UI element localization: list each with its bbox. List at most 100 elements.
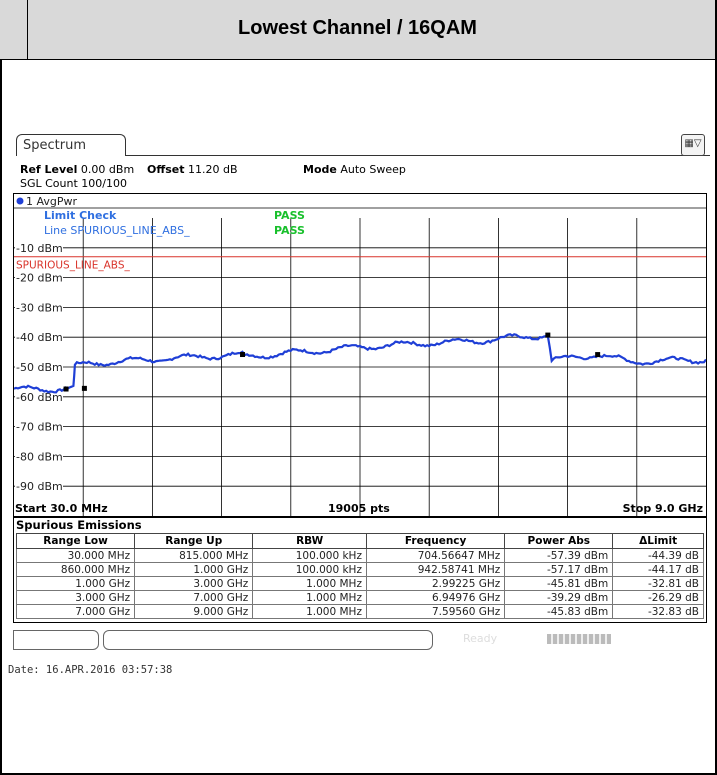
status-box-middle[interactable] xyxy=(103,630,433,650)
column-header: ΔLimit xyxy=(612,533,704,549)
tab-spectrum[interactable]: Spectrum xyxy=(16,134,126,156)
table-cell: 3.000 GHz xyxy=(15,590,136,605)
y-tick-bg xyxy=(15,240,63,254)
points-count: 19005 pts xyxy=(328,502,390,515)
y-tick-bg xyxy=(15,300,63,314)
table-cell: 6.94976 GHz xyxy=(365,590,506,605)
table-cell: 1.000 GHz xyxy=(134,562,254,577)
y-tick-label: -20 dBm xyxy=(16,272,63,285)
table-cell: 2.99225 GHz xyxy=(365,576,506,591)
table-cell: 7.000 GHz xyxy=(15,604,136,619)
column-header: Range Up xyxy=(134,533,254,549)
table-cell: -32.83 dB xyxy=(612,604,704,619)
capture-date: Date: 16.APR.2016 03:57:38 xyxy=(8,664,173,676)
column-header: Frequency xyxy=(365,533,506,549)
y-tick-bg xyxy=(15,449,63,463)
table-cell: 1.000 MHz xyxy=(252,576,367,591)
spurious-table-panel: Spurious Emissions Range Low Range Up RBW F… xyxy=(13,517,707,623)
title-left-cell xyxy=(0,0,28,59)
table-cell: 30.000 MHz xyxy=(15,548,136,563)
peak-marker xyxy=(595,352,601,358)
table-cell: 942.58741 MHz xyxy=(365,562,506,577)
offset-label: Offset xyxy=(147,163,185,176)
table-cell: 1.000 MHz xyxy=(252,590,367,605)
peak-marker xyxy=(240,352,246,358)
limit-line-label: Line SPURIOUS_LINE_ABS_ xyxy=(44,224,190,237)
limit-line-name: SPURIOUS_LINE_ABS_ xyxy=(16,260,130,272)
table-row: 7.000 GHz 9.000 GHz 1.000 MHz 7.59560 GHz -4… xyxy=(15,604,704,619)
trace-indicator-icon xyxy=(16,197,24,205)
ref-level-label: Ref Level xyxy=(20,163,78,176)
table-cell: -44.39 dB xyxy=(612,548,704,563)
spurious-table: Range Low Range Up RBW Frequency Power Abs ΔL… xyxy=(15,533,704,619)
column-header: RBW xyxy=(252,533,367,549)
limit-check-result: PASS xyxy=(274,209,305,222)
table-row: 30.000 MHz 815.000 MHz 100.000 kHz 704.5664… xyxy=(15,548,704,563)
table-cell: 704.56647 MHz xyxy=(365,548,506,563)
y-tick-bg xyxy=(15,330,63,344)
table-cell: -57.39 dBm xyxy=(504,548,614,563)
peak-marker xyxy=(545,332,551,338)
y-tick-label: -80 dBm xyxy=(16,450,63,463)
column-header: Power Abs xyxy=(504,533,614,549)
y-tick-label: -50 dBm xyxy=(16,361,63,374)
mode: Mode Auto Sweep xyxy=(303,163,406,176)
status-bar: Ready xyxy=(13,630,705,652)
y-tick-bg xyxy=(15,360,63,373)
table-cell: -57.17 dBm xyxy=(504,562,614,577)
offset-value: 11.20 dB xyxy=(188,163,238,176)
y-tick-bg xyxy=(15,389,63,403)
y-tick-label: -40 dBm xyxy=(16,331,63,344)
y-tick-bg xyxy=(15,419,63,433)
spurious-table-header: Range Low Range Up RBW Frequency Power Abs ΔL… xyxy=(15,533,704,549)
table-cell: -32.81 dB xyxy=(612,576,704,591)
table-cell: 7.59560 GHz xyxy=(365,604,506,619)
y-tick-bg xyxy=(15,479,63,493)
x-axis-strip: Start 30.0 MHz 19005 pts Stop 9.0 GHz xyxy=(13,501,705,515)
peak-marker xyxy=(63,386,69,392)
y-tick-label: -60 dBm xyxy=(16,391,63,404)
table-cell: 1.000 GHz xyxy=(15,576,136,591)
y-tick-label: -90 dBm xyxy=(16,480,63,493)
analyzer-screen: Spectrum ▦▽ Ref Level 0.00 dBm Offset 11… xyxy=(10,133,710,659)
limit-check-label: Limit Check xyxy=(44,209,117,222)
sgl-count: SGL Count 100/100 xyxy=(20,177,127,190)
column-header: Range Low xyxy=(15,533,136,549)
table-cell: -39.29 dBm xyxy=(504,590,614,605)
trace-label: 1 AvgPwr xyxy=(26,195,77,208)
ref-level-value: 0.00 dBm xyxy=(80,163,135,176)
limit-line-result: PASS xyxy=(274,224,305,237)
y-tick-label: -10 dBm xyxy=(16,242,63,255)
window-menu-icon[interactable]: ▦▽ xyxy=(681,134,705,156)
ref-level: Ref Level 0.00 dBm xyxy=(20,163,134,176)
mode-label: Mode xyxy=(303,163,337,176)
table-row: 860.000 MHz 1.000 GHz 100.000 kHz 942.58741… xyxy=(15,562,704,577)
progress-bar xyxy=(547,634,611,644)
table-cell: -26.29 dB xyxy=(612,590,704,605)
table-cell: 100.000 kHz xyxy=(252,562,367,577)
stop-frequency: Stop 9.0 GHz xyxy=(622,502,703,515)
table-cell: 100.000 kHz xyxy=(252,548,367,563)
offset: Offset 11.20 dB xyxy=(147,163,238,176)
table-cell: -44.17 dB xyxy=(612,562,704,577)
y-tick-bg xyxy=(15,270,63,284)
peak-marker xyxy=(81,385,87,391)
mode-value: Auto Sweep xyxy=(340,163,406,176)
table-row: 3.000 GHz 7.000 GHz 1.000 MHz 6.94976 GHz -3… xyxy=(15,590,704,605)
table-cell: 9.000 GHz xyxy=(134,604,254,619)
table-cell: -45.83 dBm xyxy=(504,604,614,619)
spectrum-chart-svg: -10 dBm -20 dBm -30 dBm -40 dBm -50 dBm -60 d… xyxy=(14,195,706,516)
y-tick-label: -30 dBm xyxy=(16,301,63,314)
table-cell: 3.000 GHz xyxy=(134,576,254,591)
page-title: Lowest Channel / 16QAM xyxy=(238,17,477,39)
table-cell: 815.000 MHz xyxy=(134,548,254,563)
status-box-left[interactable] xyxy=(13,630,99,650)
tab-underline xyxy=(126,155,710,156)
status-box-right: Ready xyxy=(435,630,705,648)
title-bar: Lowest Channel / 16QAM xyxy=(0,0,715,60)
spectrum-plot[interactable]: -10 dBm -20 dBm -30 dBm -40 dBm -50 dBm -60 d… xyxy=(13,193,707,517)
table-cell: 1.000 MHz xyxy=(252,604,367,619)
trace-line xyxy=(14,333,706,394)
ready-status: Ready xyxy=(463,632,498,645)
spurious-table-title: Spurious Emissions xyxy=(14,518,706,533)
